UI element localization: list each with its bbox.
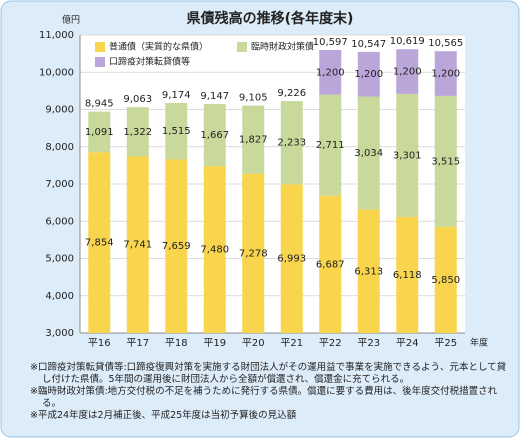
notes: ※口蹄疫対策転貸債等:口蹄疫復興対策を実施する財団法人がその運用益で事業を実施で… (30, 362, 510, 422)
value-label: 6,313 (354, 266, 383, 277)
bar-segment (126, 107, 149, 157)
bar-segment (280, 101, 303, 185)
bar-segment (434, 95, 457, 227)
bar-segment (434, 51, 457, 96)
chart-title: 県債残高の推移(各年度末) (187, 10, 354, 27)
note: ※臨時財政対策債:地方交付税の不足を補うために発行する県債。償還に要する費用は、… (30, 386, 498, 409)
bar-segment (203, 104, 226, 167)
value-label: 1,667 (200, 130, 229, 141)
total-label: 9,063 (123, 94, 152, 105)
value-label: 3,301 (393, 150, 422, 161)
x-tick-label: 平18 (165, 338, 188, 349)
x-tick-label: 平24 (396, 338, 419, 349)
legend-label: 普通債（実質的な県債） (109, 41, 208, 53)
total-label: 9,147 (200, 91, 229, 102)
bar-segment (280, 184, 303, 333)
bar-segment (357, 96, 380, 210)
value-label: 1,200 (316, 67, 345, 78)
value-label: 1,200 (354, 69, 383, 80)
x-tick-label: 平16 (88, 338, 111, 349)
x-tick-label: 平21 (280, 338, 303, 349)
value-label: 3,034 (354, 148, 383, 159)
bar-segment (88, 152, 111, 333)
value-label: 5,850 (431, 275, 460, 286)
total-label: 9,174 (162, 90, 191, 101)
value-label: 7,278 (239, 248, 268, 259)
bar-segment (165, 103, 188, 160)
legend-swatch (95, 57, 105, 67)
value-label: 6,687 (316, 259, 345, 270)
y-tick-label: 8,000 (45, 142, 74, 153)
legend-label: 臨時財政対策債 (251, 41, 314, 53)
value-label: 1,827 (239, 135, 268, 146)
legend-label: 口蹄疫対策転貸債等 (109, 56, 190, 68)
bar-segment (126, 156, 149, 333)
note: ※口蹄疫対策転貸債等:口蹄疫復興対策を実施する財団法人がその運用益で事業を実施で… (30, 362, 507, 385)
x-tick-label: 平20 (242, 338, 265, 349)
bar-segment (88, 111, 111, 153)
total-label: 10,547 (351, 39, 386, 50)
bar-segment (242, 105, 265, 174)
y-tick-label: 11,000 (39, 30, 74, 41)
total-label: 10,619 (390, 36, 425, 47)
value-label: 2,233 (277, 138, 306, 149)
x-tick-label: 平23 (357, 338, 380, 349)
y-tick-label: 7,000 (45, 179, 74, 190)
value-label: 1,322 (123, 127, 152, 138)
y-tick-label: 3,000 (45, 328, 74, 339)
value-label: 1,091 (85, 127, 114, 138)
total-label: 10,597 (313, 37, 348, 48)
bar-segment (357, 209, 380, 333)
x-tick-label: 平22 (319, 338, 342, 349)
value-label: 7,741 (123, 240, 152, 251)
value-label: 3,515 (431, 156, 460, 167)
y-tick-label: 4,000 (45, 291, 74, 302)
x-unit: 年度 (470, 337, 488, 349)
bar-segment (396, 216, 419, 333)
legend-swatch (95, 42, 105, 52)
value-label: 7,480 (200, 245, 229, 256)
x-tick-label: 平17 (126, 338, 149, 349)
bar-segment (434, 226, 457, 333)
y-unit: 億円 (62, 14, 80, 26)
bar-segment (396, 49, 419, 94)
total-label: 8,945 (85, 99, 114, 110)
bar-segment (357, 51, 380, 97)
legend-swatch (237, 42, 247, 52)
y-tick-label: 10,000 (39, 67, 74, 78)
value-label: 1,200 (393, 67, 422, 78)
x-tick-label: 平19 (203, 338, 226, 349)
x-tick-label: 平25 (434, 338, 457, 349)
y-tick-label: 6,000 (45, 216, 74, 227)
bar-segment (242, 173, 265, 333)
total-label: 10,565 (428, 38, 463, 49)
bar-segment (203, 166, 226, 333)
bar-segment (319, 49, 342, 95)
total-label: 9,226 (277, 88, 306, 99)
note: ※平成24年度は2月補正後、平成25年度は当初予算後の見込額 (30, 410, 297, 421)
value-label: 1,200 (431, 69, 460, 80)
value-label: 2,711 (316, 140, 345, 151)
bar-segment (319, 94, 342, 196)
bar-segment (319, 195, 342, 333)
value-label: 7,659 (162, 241, 191, 252)
y-tick-label: 5,000 (45, 254, 74, 265)
value-label: 6,118 (393, 270, 422, 281)
bar-segment (396, 93, 419, 217)
value-label: 7,854 (85, 238, 114, 249)
y-tick-label: 9,000 (45, 105, 74, 116)
bar-segment (165, 159, 188, 333)
value-label: 6,993 (277, 254, 306, 265)
value-label: 1,515 (162, 126, 191, 137)
total-label: 9,105 (239, 93, 268, 104)
